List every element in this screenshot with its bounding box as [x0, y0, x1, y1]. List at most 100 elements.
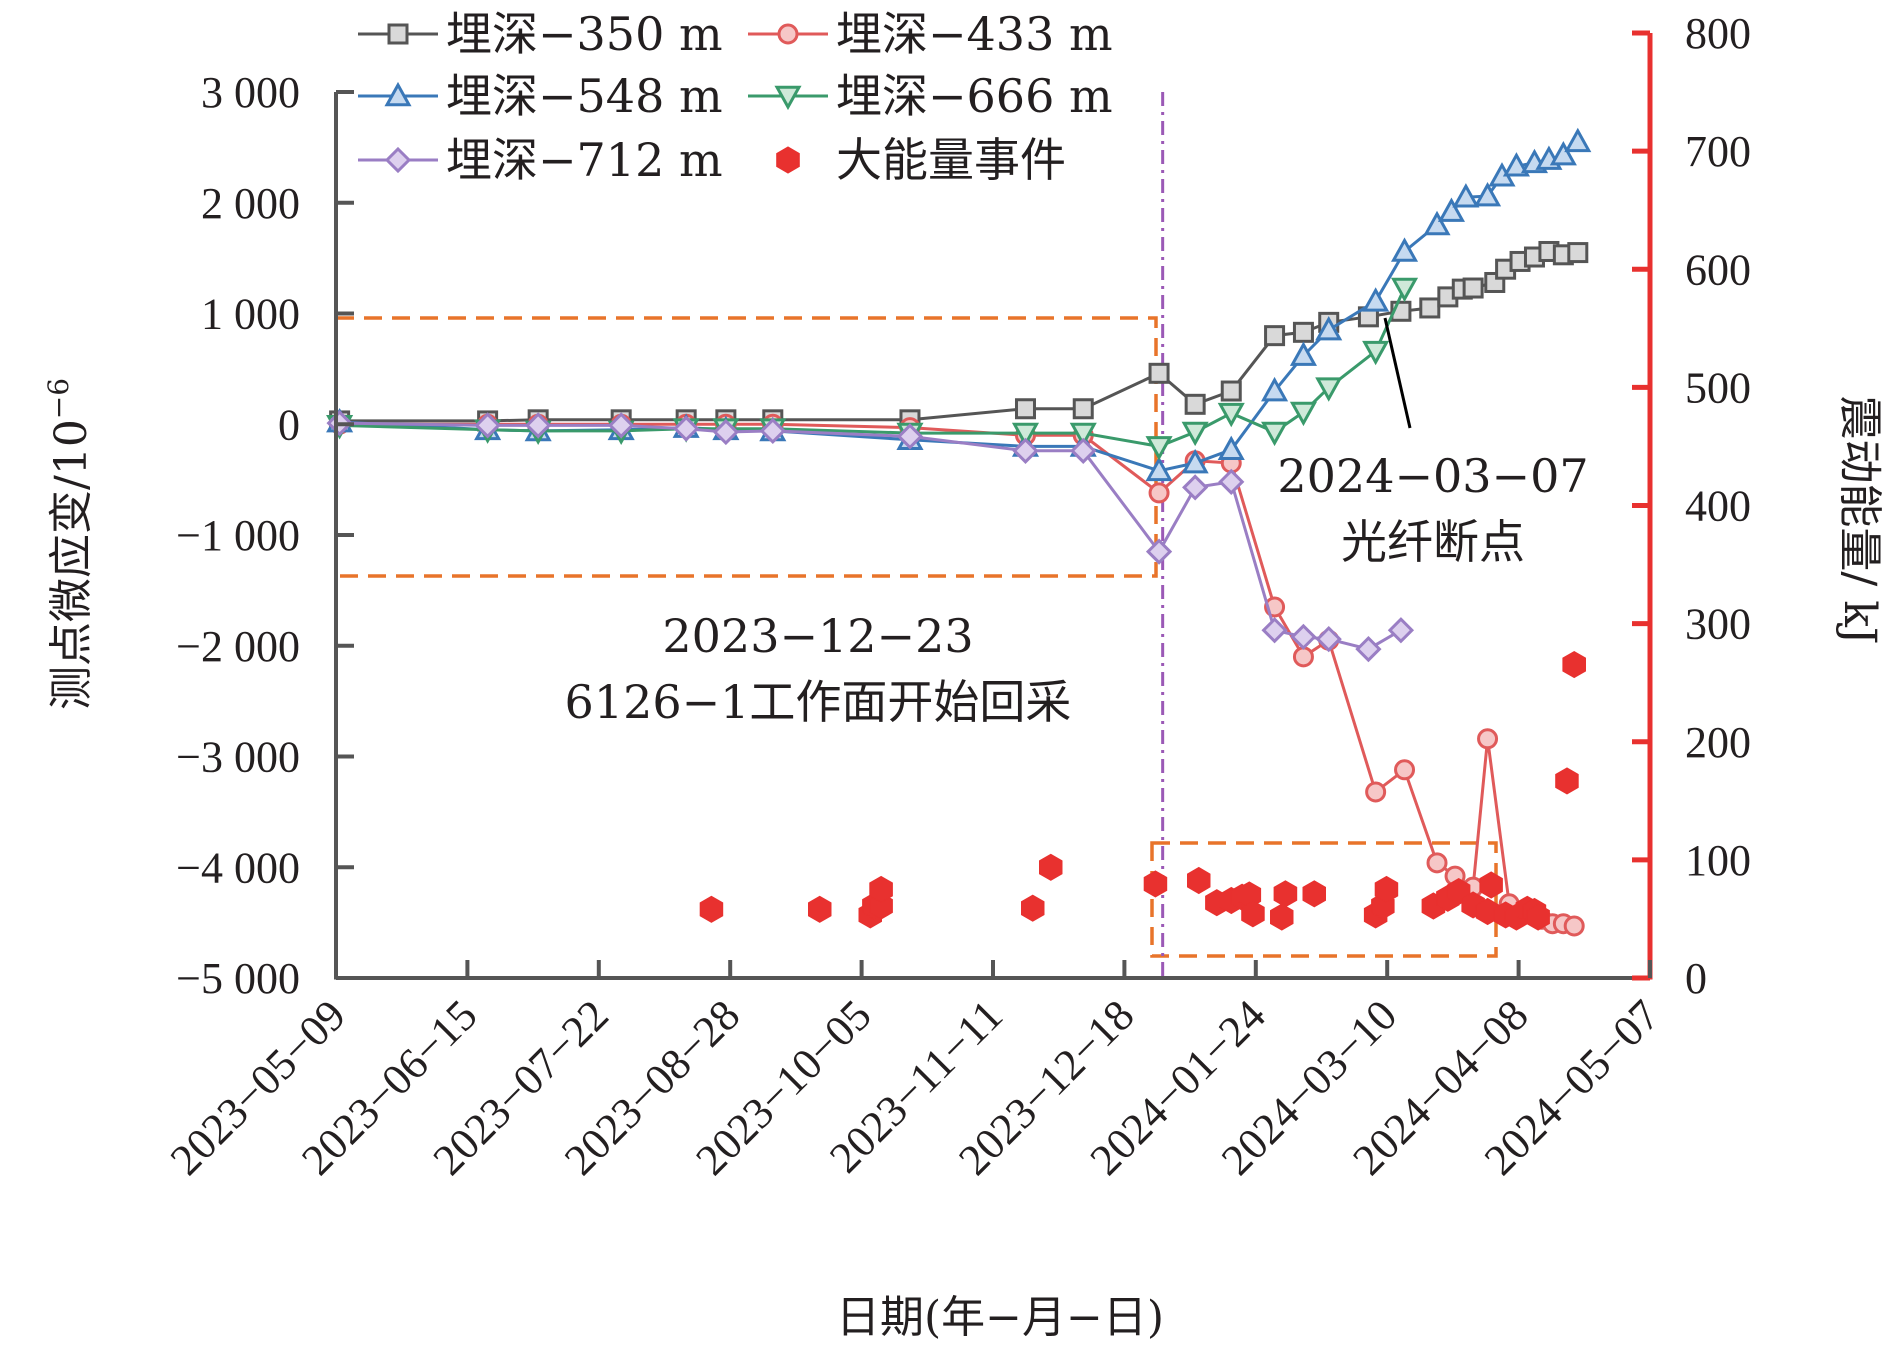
data-point	[1394, 759, 1416, 781]
data-point	[1145, 436, 1173, 461]
data-point	[1437, 197, 1466, 222]
data-point	[1564, 127, 1592, 153]
data-point	[1362, 340, 1390, 366]
data-point	[1365, 781, 1387, 803]
legend-marker	[776, 146, 800, 174]
data-point	[1070, 437, 1097, 464]
data-point	[1292, 321, 1314, 343]
fiber-break-pointer	[1383, 317, 1412, 429]
y2-tick-label: 300	[1685, 600, 1751, 649]
y-tick-label: −1 000	[176, 511, 300, 560]
data-point	[1220, 380, 1242, 402]
y-tick-label: 1 000	[201, 290, 300, 339]
event-point	[1270, 903, 1294, 931]
data-point	[1462, 277, 1484, 299]
data-point	[1181, 421, 1209, 447]
event-point	[1374, 875, 1399, 903]
data-point	[1182, 474, 1209, 501]
legend-marker	[384, 81, 412, 107]
y-tick-label: 3 000	[201, 68, 300, 117]
data-point	[1315, 316, 1343, 341]
data-point	[1264, 325, 1286, 347]
y2-axis-title: 震动能量/ kJ	[1834, 395, 1885, 644]
legend-item: 埋深−666 m	[748, 69, 1113, 123]
data-point	[1477, 728, 1499, 750]
data-point	[1292, 646, 1314, 668]
y2-tick-label: 800	[1685, 9, 1751, 58]
data-point	[896, 423, 924, 450]
data-point	[1452, 183, 1480, 208]
event-point	[1302, 880, 1326, 908]
y-tick-label: −2 000	[176, 622, 300, 671]
data-point	[1148, 482, 1170, 504]
legend-item: 大能量事件	[776, 133, 1066, 187]
mining-start-date: 2023−12−23	[662, 609, 973, 663]
legend-label: 埋深−433 m	[836, 7, 1113, 61]
event-point	[1555, 767, 1579, 795]
event-point	[1526, 903, 1550, 931]
x-axis-title: 日期(年−月−日)	[836, 1292, 1164, 1343]
data-point	[1290, 623, 1317, 651]
data-point	[1390, 277, 1419, 303]
y-tick-label: −3 000	[176, 733, 300, 782]
legend-marker	[387, 23, 409, 45]
energy-events-region-box	[1150, 841, 1498, 958]
data-point	[673, 415, 700, 442]
event-point	[1475, 897, 1500, 926]
data-point	[1181, 448, 1209, 474]
legend-label: 埋深−666 m	[836, 69, 1113, 123]
data-point	[1184, 393, 1206, 415]
y2-tick-label: 600	[1685, 245, 1751, 294]
y-tick-label: −4 000	[176, 843, 300, 892]
event-point	[1479, 871, 1503, 899]
y2-tick-label: 500	[1685, 363, 1751, 412]
data-point	[1069, 422, 1097, 448]
data-point	[1315, 625, 1342, 653]
y2-tick-label: 700	[1685, 127, 1751, 176]
data-point	[1315, 377, 1343, 402]
y-tick-label: −5 000	[176, 954, 300, 1003]
y-tick-label: 0	[278, 400, 300, 449]
data-point	[759, 417, 786, 445]
data-point	[1390, 237, 1419, 262]
energy-events	[699, 651, 1586, 931]
data-point	[1502, 152, 1530, 177]
mining-start-label: 6126−1工作面开始回采	[565, 675, 1072, 729]
data-point	[1217, 402, 1245, 428]
data-point	[1012, 437, 1039, 464]
y-axis-exponent: −6	[42, 378, 75, 419]
event-point	[1039, 853, 1063, 881]
data-point	[1362, 287, 1390, 312]
legend-item: 埋深−350 m	[358, 7, 723, 61]
event-point	[1241, 900, 1265, 928]
data-point	[1218, 468, 1245, 495]
data-point	[1148, 362, 1170, 384]
event-point	[1021, 894, 1045, 922]
data-point	[1261, 617, 1288, 644]
data-point	[525, 412, 552, 439]
data-point	[1563, 915, 1585, 937]
event-point	[1562, 651, 1586, 679]
y2-tick-label: 400	[1685, 482, 1751, 531]
y-tick-label: 2 000	[201, 179, 300, 228]
data-point	[1423, 210, 1451, 236]
data-point	[1145, 456, 1173, 482]
legend-marker	[384, 146, 412, 174]
legend-item: 埋深−712 m	[358, 133, 723, 187]
data-point	[1217, 435, 1245, 461]
data-point	[608, 412, 635, 439]
data-point	[1355, 635, 1382, 663]
legend-item: 埋深−548 m	[358, 69, 723, 123]
data-point	[1014, 398, 1036, 420]
event-point	[1187, 866, 1211, 895]
y2-tick-label: 100	[1685, 836, 1751, 885]
legend-marker	[777, 23, 799, 45]
series-1	[329, 240, 1589, 432]
event-point	[1143, 870, 1168, 898]
data-point	[1261, 376, 1289, 402]
y2-tick-label: 200	[1685, 718, 1751, 767]
legend-label: 埋深−712 m	[446, 133, 723, 187]
event-point	[869, 875, 893, 903]
legend-label: 大能量事件	[836, 133, 1066, 187]
